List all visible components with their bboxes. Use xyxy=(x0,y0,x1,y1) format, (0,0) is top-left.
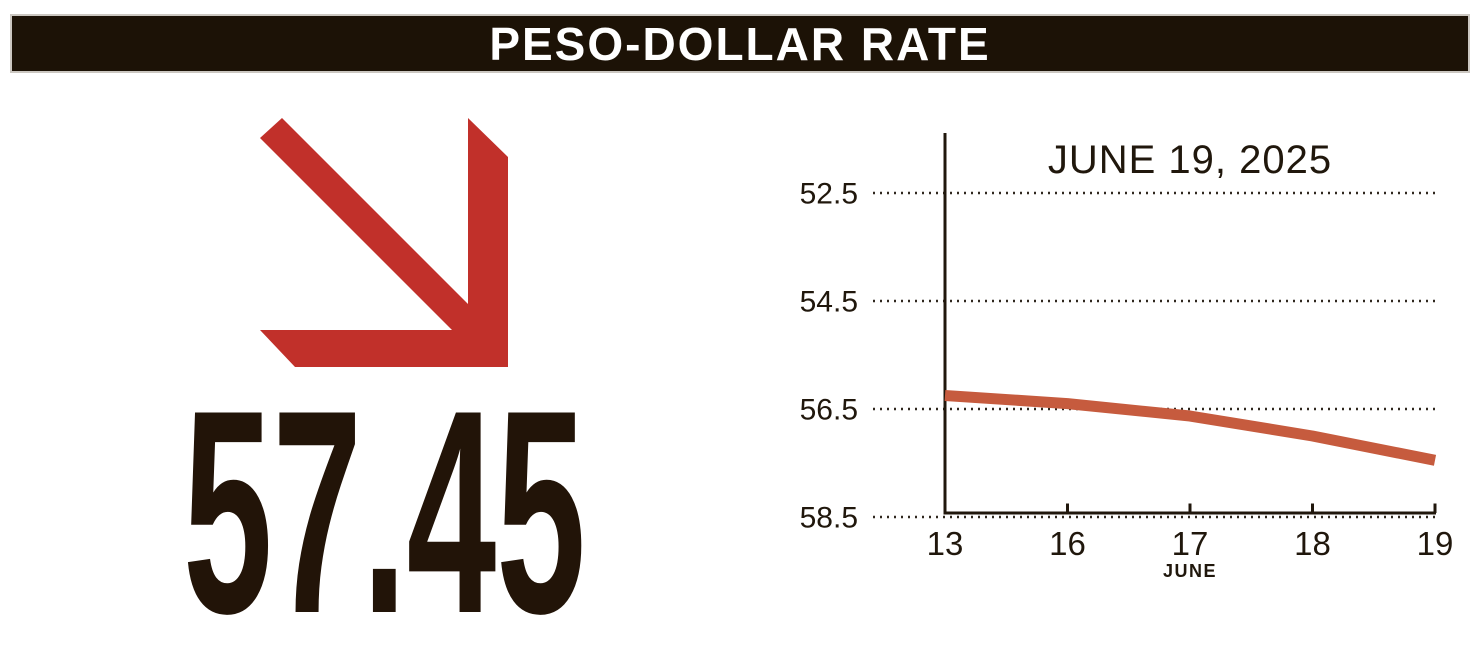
page-title: PESO-DOLLAR RATE xyxy=(489,17,991,70)
rate-value-display: 57.45 xyxy=(183,350,586,653)
arrow-head xyxy=(260,118,508,367)
y-tick-label: 56.5 xyxy=(800,394,858,427)
x-axis-labels: 13 16 17 18 19 xyxy=(927,525,1454,562)
x-tick-label: 13 xyxy=(927,525,964,562)
y-axis-labels: 52.5 54.5 56.5 58.5 xyxy=(800,178,858,535)
x-tick-label: 19 xyxy=(1417,525,1454,562)
x-axis-title: JUNE xyxy=(1163,561,1217,581)
x-tick-label: 17 xyxy=(1172,525,1209,562)
x-tick-label: 18 xyxy=(1294,525,1331,562)
x-axis-ticks xyxy=(1066,503,1437,513)
arrow-shaft xyxy=(260,118,497,353)
rate-chart: 52.5 54.5 56.5 58.5 13 16 17 18 19 JUNE 19, 202… xyxy=(800,133,1454,581)
y-tick-label: 54.5 xyxy=(800,286,858,319)
down-right-arrow-icon xyxy=(260,118,508,367)
header-bar: PESO-DOLLAR RATE xyxy=(10,14,1470,73)
y-tick-label: 52.5 xyxy=(800,178,858,211)
rate-value: 57.45 xyxy=(183,350,586,653)
rate-line xyxy=(944,390,1437,466)
y-tick-label: 58.5 xyxy=(800,502,858,535)
x-tick-label: 16 xyxy=(1049,525,1086,562)
gridlines xyxy=(873,191,1440,519)
chart-title: JUNE 19, 2025 xyxy=(1048,138,1332,182)
